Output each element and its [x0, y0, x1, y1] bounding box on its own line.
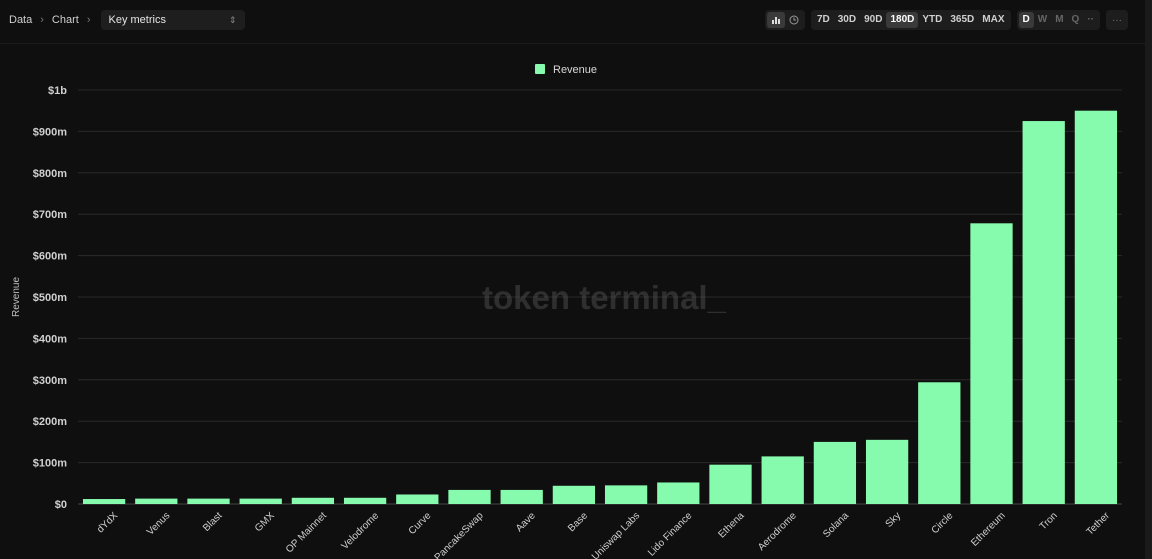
bar[interactable]	[813, 441, 857, 504]
bar[interactable]	[604, 485, 648, 504]
y-tick-label: $100m	[33, 458, 67, 470]
x-tick-label: PancakeSwap	[433, 510, 486, 559]
granularity-day[interactable]: D	[1018, 12, 1034, 28]
x-tick-label: GMX	[253, 510, 277, 534]
bar[interactable]	[970, 223, 1013, 505]
legend: Revenue	[535, 64, 597, 76]
chevron-updown-icon: ⇕	[228, 14, 237, 25]
breadcrumb-chart[interactable]: Chart	[51, 14, 79, 26]
y-axis-ticks: $0 $100m $200m $300m $400m $500m $600m $700m $80…	[33, 85, 68, 511]
bar[interactable]	[135, 498, 178, 504]
y-tick-label: $800m	[33, 168, 67, 180]
granularity-month[interactable]: M	[1055, 14, 1064, 25]
bar[interactable]	[343, 497, 387, 504]
x-tick-label: Aave	[514, 510, 538, 534]
watermark: token terminal_	[482, 279, 727, 316]
y-tick-label: $600m	[33, 251, 67, 263]
bar[interactable]	[239, 498, 282, 504]
x-tick-label: Ethena	[716, 510, 746, 540]
x-tick-label: Curve	[407, 510, 434, 537]
bar[interactable]	[1074, 110, 1118, 504]
bars	[82, 110, 1118, 505]
range-365d[interactable]: 365D	[950, 14, 975, 25]
breadcrumb-data[interactable]: Data	[9, 14, 33, 26]
bar[interactable]	[761, 456, 804, 504]
y-tick-label: $400m	[33, 333, 67, 345]
x-tick-label: Velodrome	[340, 510, 382, 552]
range-max[interactable]: MAX	[982, 14, 1005, 25]
x-tick-label: Circle	[930, 510, 956, 536]
metric-select-value: Key metrics	[108, 14, 166, 26]
range-7d[interactable]: 7D	[816, 14, 830, 25]
chart-type-toggle	[764, 10, 805, 30]
x-tick-label: Solana	[821, 510, 851, 540]
x-tick-label: Sky	[884, 510, 904, 530]
granularity-week[interactable]: W	[1037, 14, 1048, 25]
x-tick-label: Blast	[201, 510, 225, 534]
bar[interactable]	[918, 382, 961, 504]
x-tick-label: dYdX	[95, 510, 120, 535]
range-90d[interactable]: 90D	[864, 14, 883, 25]
granularity-quarter[interactable]: Q	[1071, 14, 1080, 25]
y-tick-label: $900m	[33, 126, 67, 138]
y-tick-label: $500m	[33, 292, 67, 304]
bar[interactable]	[396, 494, 439, 504]
top-bar: Data › Chart › Key metrics ⇕ 7D 30D 90D …	[0, 0, 1152, 40]
bar[interactable]	[552, 485, 596, 504]
range-ytd[interactable]: YTD	[922, 14, 943, 25]
x-tick-label: Tether	[1085, 510, 1113, 538]
bar[interactable]	[82, 499, 126, 504]
granularity-more-icon[interactable]: ··	[1087, 14, 1094, 25]
clock-icon[interactable]	[785, 12, 803, 28]
breadcrumb-separator-icon: ›	[86, 14, 91, 26]
y-axis-label: Revenue	[11, 277, 22, 317]
range-180d[interactable]: 180D	[886, 12, 919, 28]
bar[interactable]	[291, 497, 335, 504]
bar[interactable]	[187, 498, 230, 504]
x-tick-label: OP Mainnet	[284, 510, 329, 555]
chart-controls: 7D 30D 90D 180D YTD 365D MAX D W M Q ·· …	[764, 10, 1128, 30]
bar-chart-icon[interactable]	[766, 12, 785, 28]
breadcrumb-separator-icon: ›	[40, 14, 44, 26]
metric-select[interactable]: Key metrics ⇕	[100, 10, 245, 30]
y-tick-label: $0	[55, 499, 67, 511]
x-tick-label: Uniswap Labs	[590, 510, 642, 559]
granularity-selector: D W M Q ··	[1016, 10, 1100, 30]
bar[interactable]	[865, 439, 909, 504]
range-selector: 7D 30D 90D 180D YTD 365D MAX	[810, 10, 1011, 30]
x-axis-labels: dYdX Venus Blast GMX OP Mainnet Velodrome Curv…	[95, 510, 1112, 559]
bar[interactable]	[500, 489, 543, 504]
y-tick-label: $200m	[33, 416, 67, 428]
more-options-button[interactable]: ···	[1106, 10, 1128, 30]
bar[interactable]	[657, 482, 700, 504]
y-tick-label: $1b	[48, 85, 67, 97]
x-tick-label: Aerodrome	[756, 510, 799, 553]
x-tick-label: Venus	[145, 510, 172, 537]
header-divider	[0, 43, 1145, 44]
bar[interactable]	[709, 464, 752, 504]
x-tick-label: Ethereum	[969, 510, 1007, 548]
breadcrumb: Data › Chart › Key metrics ⇕	[9, 10, 245, 30]
y-tick-label: $300m	[33, 375, 67, 387]
bar[interactable]	[1022, 121, 1065, 505]
bar[interactable]	[448, 489, 491, 504]
x-tick-label: Base	[566, 510, 590, 534]
x-tick-label: Tron	[1038, 510, 1060, 532]
x-tick-label: Lido Finance	[646, 510, 695, 559]
legend-swatch	[535, 64, 545, 74]
scrollbar-track[interactable]	[1145, 0, 1152, 559]
range-30d[interactable]: 30D	[837, 14, 857, 25]
y-tick-label: $700m	[33, 209, 67, 221]
revenue-bar-chart: $0 $100m $200m $300m $400m $500m $600m $700m $80…	[11, 64, 1122, 559]
legend-label: Revenue	[553, 64, 597, 76]
